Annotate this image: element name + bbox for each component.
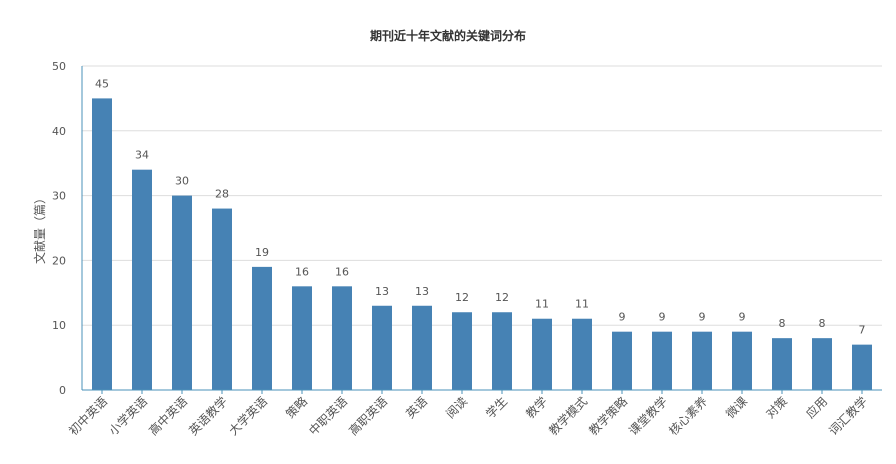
y-tick-label: 50: [52, 60, 66, 73]
y-axis: 0 10 20 30 40 50: [52, 60, 66, 397]
bar: [532, 318, 552, 390]
data-label: 8: [779, 317, 786, 330]
x-tick-label: 高职英语: [346, 394, 391, 439]
y-axis-label: 文献量（篇）: [32, 192, 47, 264]
y-tick-label: 20: [52, 254, 66, 267]
x-tick-label: 大学英语: [226, 394, 271, 439]
x-tick-label: 英语教学: [186, 394, 231, 439]
x-tick-label: 教学模式: [546, 394, 591, 439]
y-tick-label: 40: [52, 125, 66, 138]
data-label: 16: [335, 265, 349, 278]
x-tick-label: 教学策略: [586, 394, 631, 439]
x-tick-label: 核心素养: [666, 394, 711, 439]
bar: [732, 331, 752, 390]
x-tick-label: 中职英语: [306, 394, 351, 439]
bar: [852, 344, 872, 390]
x-tick-label: 对策: [763, 394, 790, 421]
x-tick-label: 英语: [403, 394, 430, 421]
bar: [492, 312, 512, 390]
data-label: 34: [135, 149, 149, 162]
data-label: 9: [699, 311, 706, 324]
x-tick-label: 微课: [723, 394, 750, 421]
bar: [372, 305, 392, 390]
bar: [212, 208, 232, 390]
x-tick-label: 教学: [523, 394, 551, 422]
y-tick-label: 10: [52, 319, 66, 332]
y-tick-label: 0: [59, 384, 66, 397]
bar: [332, 286, 352, 390]
x-tick-label: 小学英语: [106, 394, 151, 439]
data-label: 11: [575, 298, 589, 311]
data-label: 12: [495, 291, 509, 304]
data-label: 45: [95, 77, 109, 90]
x-tick-label: 策略: [283, 394, 311, 422]
x-tick-label: 应用: [803, 394, 831, 422]
bar: [452, 312, 472, 390]
x-tick-label: 词汇教学: [826, 394, 871, 439]
bar: [172, 195, 192, 390]
y-tick-label: 30: [52, 190, 66, 203]
bar: [252, 266, 272, 390]
bar: [812, 338, 832, 390]
bar: [412, 305, 432, 390]
data-label: 13: [415, 285, 429, 298]
bar: [132, 169, 152, 390]
data-label: 9: [619, 311, 626, 324]
data-label: 16: [295, 265, 309, 278]
bar: [292, 286, 312, 390]
data-label: 8: [819, 317, 826, 330]
x-tick-label: 课堂教学: [626, 394, 671, 439]
data-label: 30: [175, 175, 189, 188]
x-tick-label: 阅读: [443, 394, 470, 421]
data-label: 7: [859, 324, 866, 337]
bar: [612, 331, 632, 390]
bars: 45 34 30 28 19 16 16 13 13 12 12 11 11 9 9 9 9 8 8 7: [92, 77, 872, 391]
data-label: 19: [255, 246, 269, 259]
data-label: 9: [659, 311, 666, 324]
x-tick-label: 高中英语: [146, 394, 191, 439]
data-label: 12: [455, 291, 469, 304]
x-tick-label: 初中英语: [66, 394, 111, 439]
data-label: 13: [375, 285, 389, 298]
x-tick-label: 学生: [483, 394, 511, 422]
data-label: 28: [215, 188, 229, 201]
data-label: 11: [535, 298, 549, 311]
data-label: 9: [739, 311, 746, 324]
bar: [692, 331, 712, 390]
chart-title: 期刊近十年文献的关键词分布: [370, 28, 526, 43]
gridlines: [82, 65, 882, 326]
bar: [92, 98, 112, 391]
bar: [772, 338, 792, 390]
bar: [652, 331, 672, 390]
bar: [572, 318, 592, 390]
